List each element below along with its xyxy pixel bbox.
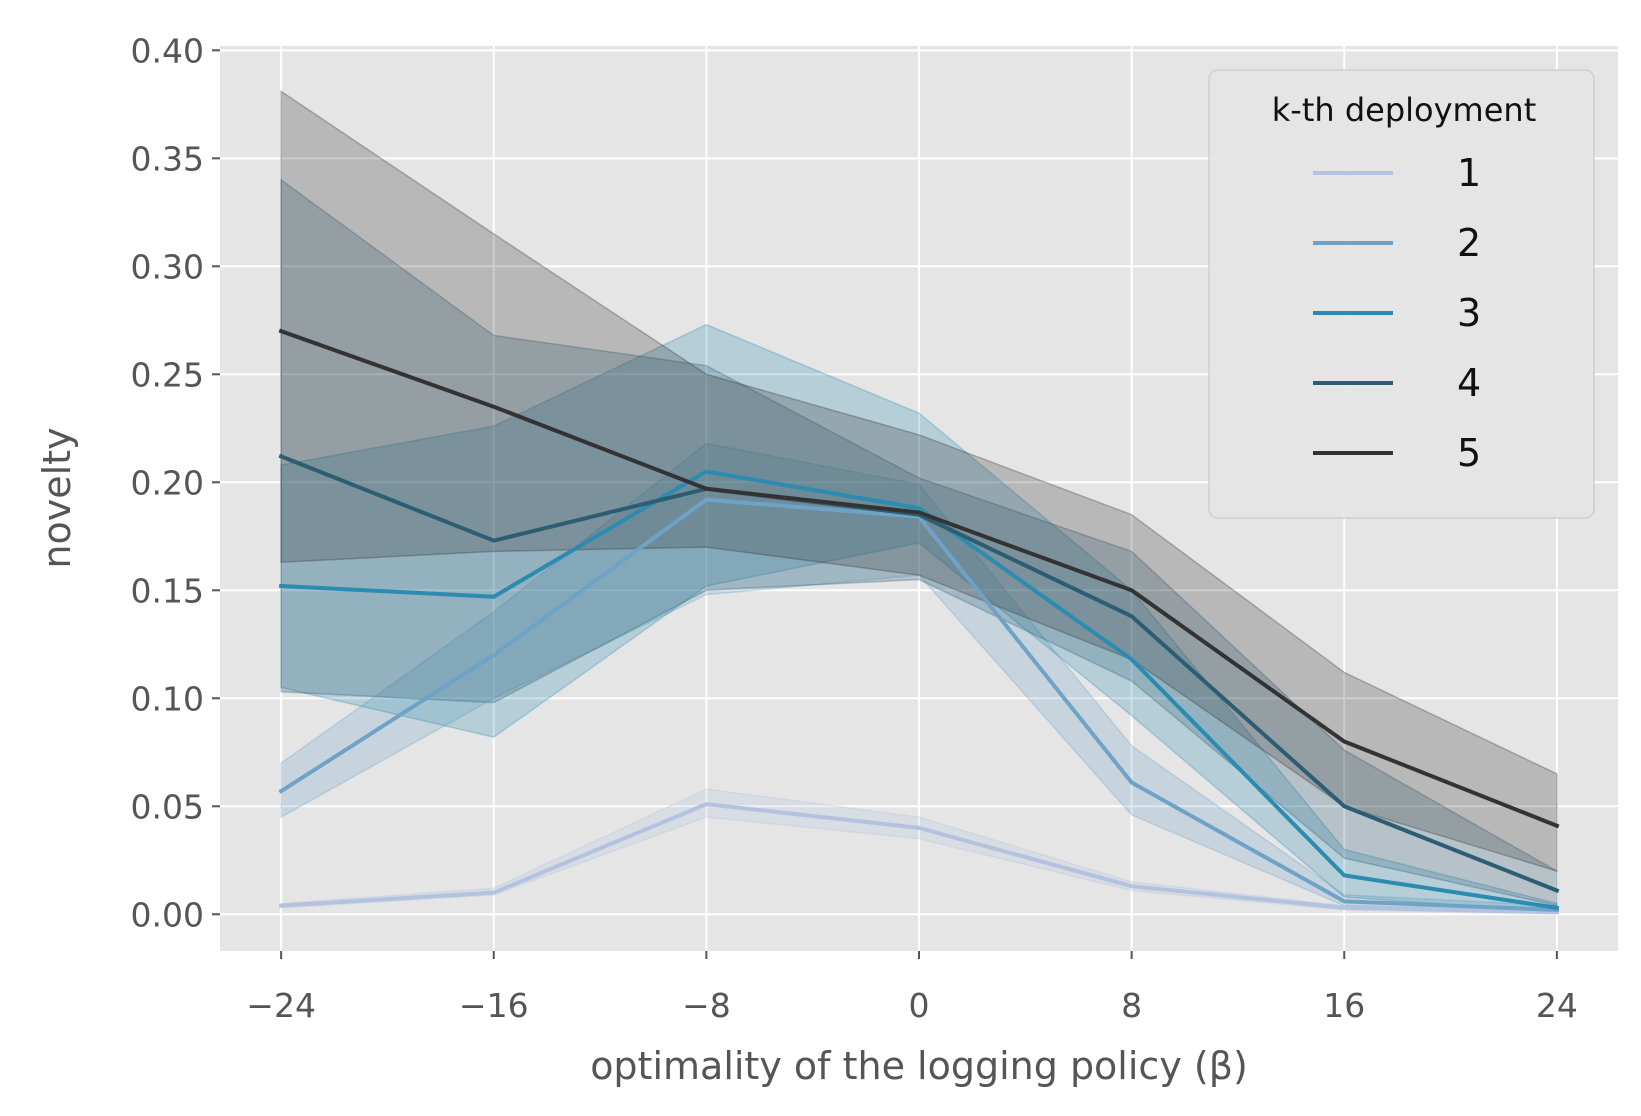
legend-label-4: 4 (1457, 361, 1481, 405)
legend: k-th deployment 1 2 3 4 5 (1208, 69, 1595, 519)
y-tick-label: 0.15 (131, 571, 204, 610)
legend-label-1: 1 (1457, 151, 1481, 195)
x-tick-label: −8 (682, 986, 731, 1025)
band-series-5 (280, 89, 1558, 873)
y-tick-label: 0.25 (131, 355, 204, 394)
grid (220, 46, 1618, 951)
y-tick-label: 0.35 (131, 139, 204, 178)
x-tick-label: 0 (909, 986, 930, 1025)
band-series-4 (280, 178, 1558, 907)
line-series-5 (278, 328, 1560, 829)
legend-label-5: 5 (1457, 431, 1481, 475)
x-tick-label: 16 (1323, 986, 1365, 1025)
x-tick-label: 24 (1536, 986, 1578, 1025)
legend-items: 1 2 3 4 5 (1313, 151, 1481, 475)
line-series-4 (278, 453, 1560, 894)
x-axis-label: optimality of the logging policy (β) (590, 1044, 1248, 1088)
y-tick-label: 0.40 (131, 31, 204, 70)
legend-label-3: 3 (1457, 291, 1481, 335)
y-axis-label: novelty (35, 427, 79, 568)
x-tick-label: 8 (1121, 986, 1142, 1025)
y-tick-label: 0.20 (131, 463, 204, 502)
x-tick-label: −24 (246, 986, 316, 1025)
y-tick-label: 0.10 (131, 679, 204, 718)
series-lines (278, 328, 1560, 915)
legend-box (1208, 69, 1595, 519)
legend-title: k-th deployment (1272, 91, 1536, 129)
legend-label-2: 2 (1457, 221, 1481, 265)
y-tick-label: 0.30 (131, 247, 204, 286)
line-series-1 (279, 802, 1559, 915)
y-tick-label: 0.00 (131, 895, 204, 934)
x-tick-label: −16 (459, 986, 529, 1025)
line-series-3 (279, 469, 1560, 911)
y-tick-label: 0.05 (131, 787, 204, 826)
band-series-1 (280, 788, 1558, 916)
axes: −24 −16 −8 0 8 16 240.000.050.100.150.200.250.… (131, 31, 1578, 1025)
